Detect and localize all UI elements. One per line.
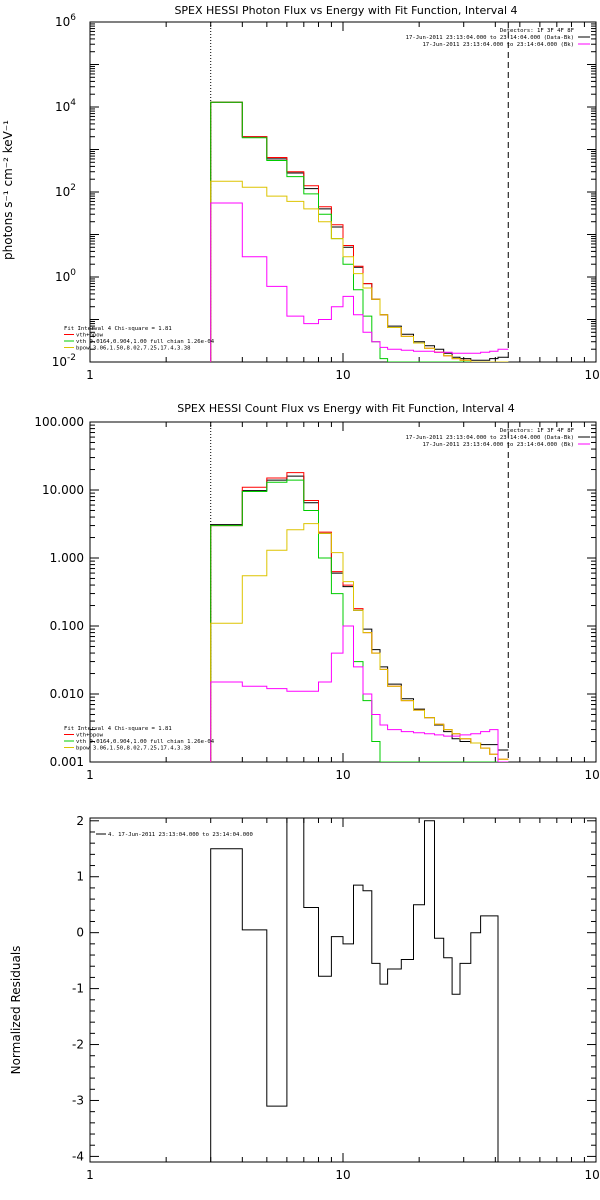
- photon-y-tick-label: 106: [55, 13, 76, 29]
- count-legend-text: 17-Jun-2011 23:13:04.000 to 23:14:04.000…: [422, 442, 574, 448]
- count-x-tick-label: 1: [86, 768, 94, 782]
- photon-y-tick-base: 10: [55, 100, 70, 114]
- count-y-tick-label: 100.000: [34, 415, 84, 429]
- count-series-data-bk: [210, 475, 509, 762]
- count-series-vth: [210, 479, 509, 762]
- photon-series-bpow: [210, 180, 509, 362]
- resid-y-tick-label: -2: [72, 1038, 84, 1052]
- count-plot-frame: [89, 421, 597, 763]
- photon-fit-legend-text: Fit Interval 4 Chi-square = 1.81: [64, 326, 172, 332]
- photon-plot-frame: [89, 21, 597, 363]
- count-y-tick-label: 10.000: [42, 483, 84, 497]
- photon-x-tick-label: 100: [585, 368, 600, 382]
- photon-series-data-bk: [210, 101, 509, 362]
- resid-plot-frame: [89, 817, 597, 1163]
- resid-x-tick-label: 1: [86, 1168, 94, 1182]
- count-x-tick-label: 10: [335, 768, 350, 782]
- photon-y-tick-base: 10: [55, 15, 70, 29]
- photon-y-tick-label: 10-2: [52, 353, 76, 369]
- count-flux-panel: SPEX HESSI Count Flux vs Energy with Fit…: [34, 402, 600, 782]
- resid-y-tick-label: 2: [76, 814, 84, 828]
- photon-flux-ylabel: photons s⁻¹ cm⁻² keV⁻¹: [1, 120, 15, 260]
- count-y-tick-label: 0.001: [50, 755, 84, 769]
- count-fit-legend-text: vth+bpow: [76, 733, 104, 739]
- photon-fit-legend-text: vth 0.0164,0.904,1.00 full chian 1.26e-0…: [76, 339, 215, 345]
- photon-fit-legend-text: bpow 3.06,1.50,8.02,7.25,17.4,3.38: [76, 346, 191, 352]
- count-y-tick-label: 0.010: [50, 687, 84, 701]
- resid-y-tick-label: -3: [72, 1093, 84, 1107]
- photon-y-tick-label: 100: [55, 268, 76, 284]
- count-legend-text: 17-Jun-2011 23:13:04.000 to 23:14:04.000…: [406, 435, 574, 441]
- resid-y-tick-label: 0: [76, 926, 84, 940]
- photon-y-tick-exponent: 0: [70, 268, 76, 278]
- resid-y-tick-label: -1: [72, 982, 84, 996]
- photon-flux-title: SPEX HESSI Photon Flux vs Energy with Fi…: [174, 4, 517, 17]
- photon-y-tick-base: 10: [52, 355, 67, 369]
- photon-y-tick-exponent: 2: [70, 183, 76, 193]
- photon-y-tick-base: 10: [55, 270, 70, 284]
- count-y-tick-label: 1.000: [50, 551, 84, 565]
- count-flux-title: SPEX HESSI Count Flux vs Energy with Fit…: [177, 402, 514, 415]
- count-y-tick-label: 0.100: [50, 619, 84, 633]
- photon-y-tick-exponent: -2: [67, 353, 76, 363]
- photon-fit-legend-text: vth+bpow: [76, 333, 104, 339]
- count-series-bpow: [210, 523, 509, 762]
- photon-y-tick-base: 10: [55, 185, 70, 199]
- photon-y-tick-label: 102: [55, 183, 76, 199]
- count-fit-legend-text: Fit Interval 4 Chi-square = 1.81: [64, 726, 172, 732]
- photon-legend-text: 17-Jun-2011 23:13:04.000 to 23:14:04.000…: [422, 42, 574, 48]
- count-fit-legend-text: vth 0.0164,0.904,1.00 full chian 1.26e-0…: [76, 739, 215, 745]
- resid-y-tick-label: -4: [72, 1149, 84, 1163]
- residuals-panel: Normalized Residuals 1 10 100 -4 -3 -2 -1 0 1 2 4.…: [9, 814, 600, 1182]
- photon-y-tick-exponent: 6: [70, 13, 76, 23]
- photon-flux-panel: SPEX HESSI Photon Flux vs Energy with Fi…: [1, 4, 600, 382]
- photon-series-vth-bpow: [210, 101, 509, 362]
- photon-series-vth: [210, 101, 509, 362]
- photon-x-tick-label: 1: [86, 368, 94, 382]
- photon-legend-text: 17-Jun-2011 23:13:04.000 to 23:14:04.000…: [406, 35, 574, 41]
- count-series-vth-bpow: [210, 472, 509, 762]
- count-x-tick-label: 100: [585, 768, 600, 782]
- photon-y-tick-label: 104: [55, 98, 76, 114]
- photon-legend-text: Detectors: 1F 3F 4F 8F: [500, 28, 575, 34]
- resid-x-tick-label: 10: [335, 1168, 350, 1182]
- residuals-ylabel: Normalized Residuals: [9, 946, 23, 1075]
- count-legend-text: Detectors: 1F 3F 4F 8F: [500, 428, 575, 434]
- photon-series-bk: [210, 202, 509, 362]
- resid-legend-text: 4. 17-Jun-2011 23:13:04.000 to 23:14:04.…: [108, 832, 253, 838]
- resid-series-residual: [210, 818, 509, 1162]
- resid-y-tick-label: 1: [76, 870, 84, 884]
- photon-x-tick-label: 10: [335, 368, 350, 382]
- photon-y-tick-exponent: 4: [70, 98, 76, 108]
- resid-x-tick-label: 100: [585, 1168, 600, 1182]
- count-fit-legend-text: bpow 3.06,1.50,8.02,7.25,17.4,3.38: [76, 746, 191, 752]
- count-series-bk: [210, 625, 509, 762]
